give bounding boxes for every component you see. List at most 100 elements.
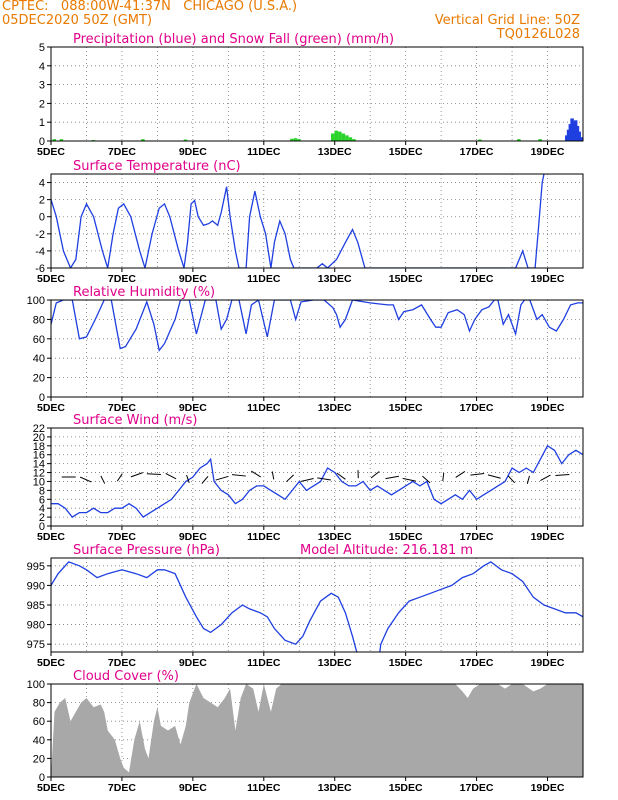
- wind-ytick-label: 0: [39, 521, 45, 533]
- wind-title: Surface Wind (m/s): [73, 413, 197, 428]
- precip-bar: [59, 139, 64, 141]
- precip-bar: [573, 120, 578, 141]
- pres-xtick-label: 5DEC: [37, 657, 65, 669]
- wind-ytick-label: 14: [33, 459, 45, 471]
- wind-arrow: [455, 471, 466, 478]
- temp-frame: [50, 173, 584, 269]
- wind-arrow: [402, 477, 416, 482]
- rh-xtick-label: 15DEC: [389, 402, 423, 414]
- wind-arrow: [250, 470, 262, 478]
- wind-arrow: [300, 477, 314, 482]
- wind-frame: [50, 427, 584, 527]
- wind-arrow: [79, 476, 92, 483]
- precip-bar: [538, 139, 542, 141]
- precip-bar: [297, 139, 301, 141]
- temp-ytick-label: -4: [35, 246, 45, 258]
- wind-arrow: [232, 474, 246, 477]
- rh-xtick-label: 11DEC: [247, 402, 281, 414]
- wind-arrow: [100, 475, 106, 484]
- precip-bar: [517, 139, 521, 141]
- precip-xtick-label: 17DEC: [460, 146, 494, 158]
- rh-xtick-label: 9DEC: [179, 402, 207, 414]
- location-header: CPTEC: 088:00W-41:37N CHICAGO (U.S.A.): [2, 0, 298, 14]
- wind-arrow: [470, 472, 485, 476]
- precip-bar: [577, 131, 581, 141]
- cloud-xtick-label: 11DEC: [247, 782, 281, 794]
- wind-arrow: [201, 476, 209, 484]
- temp-ytick-label: 4: [39, 178, 45, 190]
- rh-xtick-label: 7DEC: [108, 402, 136, 414]
- rh-xtick-label: 13DEC: [318, 402, 352, 414]
- temp-xtick-label: 15DEC: [389, 273, 423, 285]
- rh-frame: [50, 299, 584, 398]
- wind-arrow: [271, 471, 275, 480]
- wind-arrow: [370, 471, 380, 479]
- wind-arrow: [215, 475, 229, 481]
- precip-title: Precipitation (blue) and Snow Fall (gree…: [73, 32, 394, 47]
- grid-line-label: Vertical Grid Line: 50Z: [434, 13, 580, 28]
- temp-xtick-label: 17DEC: [460, 273, 494, 285]
- wind-arrow: [116, 473, 123, 482]
- pres-series-line: [51, 561, 583, 652]
- temp-xtick-label: 7DEC: [108, 273, 136, 285]
- precip-bar: [478, 139, 482, 141]
- cloud-frame: [50, 683, 584, 778]
- precip-bar: [566, 129, 571, 141]
- wind-ytick-label: 6: [39, 494, 45, 506]
- pres-xtick-label: 11DEC: [247, 657, 281, 669]
- pres-annotation: Model Altitude: 216.181 m: [300, 543, 473, 558]
- precip-bar: [334, 130, 339, 141]
- precip-bar: [341, 133, 346, 141]
- pres-ytick-label: 980: [27, 620, 45, 632]
- wind-arrow: [442, 472, 445, 482]
- precip-xtick-label: 7DEC: [108, 146, 136, 158]
- pres-xtick-label: 13DEC: [318, 657, 352, 669]
- temp-ytick-label: -6: [35, 263, 45, 275]
- wind-arrow: [526, 475, 530, 484]
- precip-ytick-label: 4: [39, 61, 45, 73]
- precip-bar: [352, 139, 356, 141]
- temp-ytick-label: 0: [39, 212, 45, 224]
- wind-ytick-label: 22: [33, 423, 45, 435]
- pres-ytick-label: 985: [27, 600, 45, 612]
- cloud-xtick-label: 15DEC: [389, 782, 423, 794]
- rh-ytick-label: 60: [33, 334, 45, 346]
- wind-arrow: [385, 475, 399, 480]
- precip-bar: [290, 138, 294, 141]
- rh-ytick-label: 0: [39, 392, 45, 404]
- precip-bar: [183, 139, 188, 141]
- rh-ytick-label: 40: [33, 353, 45, 365]
- pres-xtick-label: 19DEC: [531, 657, 565, 669]
- precip-bar: [330, 133, 335, 141]
- cloud-title: Cloud Cover (%): [73, 669, 179, 684]
- wind-ytick-label: 4: [39, 503, 45, 515]
- wind-arrow: [336, 472, 346, 480]
- precip-bar: [345, 135, 349, 141]
- precip-bar: [338, 131, 342, 141]
- temp-xtick-label: 19DEC: [531, 273, 565, 285]
- temp-series-line: [51, 174, 545, 268]
- cloud-xtick-label: 7DEC: [108, 782, 136, 794]
- temp-xtick-label: 13DEC: [318, 273, 352, 285]
- wind-ytick-label: 2: [39, 512, 45, 524]
- temp-ytick-label: 2: [39, 195, 45, 207]
- rh-xtick-label: 5DEC: [37, 402, 65, 414]
- wind-xtick-label: 5DEC: [37, 531, 65, 543]
- temp-xtick-label: 5DEC: [37, 273, 65, 285]
- wind-ytick-label: 10: [33, 476, 45, 488]
- rh-ytick-label: 80: [33, 314, 45, 326]
- cloud-ytick-label: 40: [33, 735, 45, 747]
- cloud-ytick-label: 0: [39, 772, 45, 784]
- wind-arrow: [422, 475, 431, 484]
- wind-arrow: [165, 473, 177, 480]
- cloud-ytick-label: 60: [33, 716, 45, 728]
- precip-bar: [565, 135, 569, 141]
- rh-title: Relative Humidity (%): [73, 285, 215, 300]
- pres-xtick-label: 9DEC: [179, 657, 207, 669]
- wind-ytick-label: 16: [33, 450, 45, 462]
- cloud-ytick-label: 100: [27, 679, 45, 691]
- wind-arrow: [286, 474, 294, 483]
- model-id: TQ0126L028: [496, 27, 580, 42]
- wind-arrow: [555, 474, 570, 476]
- wind-xtick-label: 19DEC: [531, 531, 565, 543]
